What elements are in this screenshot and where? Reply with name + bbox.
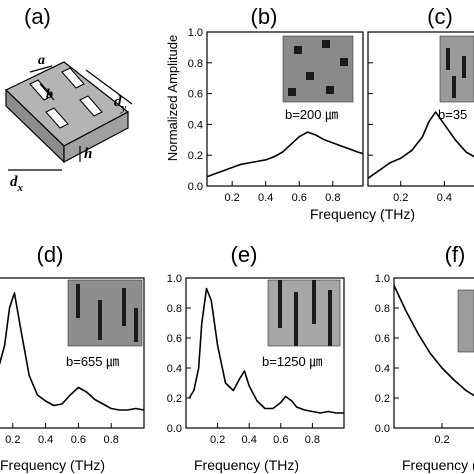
plot-frame-f bbox=[393, 277, 474, 429]
inset-e-slit bbox=[278, 280, 282, 328]
x-tick-label-b: 0.4 bbox=[258, 192, 273, 204]
inset-b-value: b=200 ㎛ bbox=[285, 107, 338, 123]
x-tick-label-d: 0.6 bbox=[71, 434, 86, 446]
y-tick-label-b: 0.4 bbox=[188, 119, 203, 131]
param-h: h bbox=[84, 146, 92, 162]
slit bbox=[61, 67, 85, 89]
inset-e-slit bbox=[312, 280, 316, 324]
inset-b-hole bbox=[288, 88, 296, 96]
inset-d-slit bbox=[98, 300, 102, 340]
param-a: a bbox=[38, 53, 45, 68]
x-tick-label-d: 0.2 bbox=[5, 434, 20, 446]
y-tick-label-f: 0.4 bbox=[375, 363, 390, 375]
inset-e-value: b=1250 ㎛ bbox=[262, 354, 322, 370]
x-axis-label-e: Frequency (THz) bbox=[194, 457, 299, 473]
slit bbox=[45, 107, 69, 129]
inset-b-hole bbox=[326, 86, 334, 94]
y-tick-label-b: 0.2 bbox=[188, 150, 203, 162]
inset-d-value: b=655 ㎛ bbox=[66, 354, 119, 370]
slit bbox=[79, 95, 103, 117]
x-tick-label-b: 0.8 bbox=[325, 192, 340, 204]
inset-d-image bbox=[67, 279, 143, 347]
y-tick-label-b: 0.0 bbox=[188, 181, 203, 193]
slit bbox=[29, 79, 53, 101]
inset-d-slit bbox=[122, 288, 126, 326]
panel-d-label: (d) bbox=[37, 242, 64, 267]
y-axis-label: Normalized Amplitude bbox=[165, 35, 180, 161]
inset-e-slit bbox=[328, 290, 332, 346]
inset-e-slit bbox=[294, 292, 298, 346]
param-dy: dy bbox=[114, 94, 127, 114]
y-tick-label-b: 1.0 bbox=[188, 27, 203, 39]
dim-dy-line bbox=[85, 69, 133, 105]
y-tick-label-f: 0.2 bbox=[375, 393, 390, 405]
inset-c: b=35 bbox=[438, 35, 474, 122]
y-tick-label-f: 1.0 bbox=[375, 273, 390, 285]
y-tick-label-e: 0.0 bbox=[167, 423, 182, 435]
inset-f-image bbox=[457, 289, 474, 353]
x-tick-label-e: 0.8 bbox=[305, 434, 320, 446]
inset-f bbox=[457, 289, 474, 353]
inset-d-slit bbox=[76, 284, 80, 318]
plot-frame-e bbox=[185, 277, 345, 429]
plot-frame-c bbox=[367, 31, 474, 187]
series-line-c bbox=[367, 111, 474, 179]
inset-c-value: b=35 bbox=[438, 107, 467, 122]
inset-c-slit bbox=[452, 76, 456, 98]
panel-a-schematic: (a) a b dy h dx bbox=[4, 4, 133, 194]
param-dx: dx bbox=[10, 174, 24, 194]
x-axis-label-d: Frequency (THz) bbox=[0, 457, 105, 473]
plot-frame-b bbox=[206, 31, 364, 187]
x-tick-label-f: 0.2 bbox=[434, 434, 449, 446]
y-tick-label-e: 0.8 bbox=[167, 303, 182, 315]
x-tick-label-d: 0.8 bbox=[104, 434, 119, 446]
x-tick-label-e: 0.4 bbox=[242, 434, 257, 446]
panel-e-label: (e) bbox=[231, 242, 258, 267]
y-tick-label-f: 0.6 bbox=[375, 333, 390, 345]
y-tick-label-b: 0.8 bbox=[188, 58, 203, 70]
inset-b-hole bbox=[340, 58, 348, 66]
panel-a-label: (a) bbox=[24, 4, 51, 29]
dim-b-line bbox=[39, 83, 55, 101]
y-tick-label-e: 1.0 bbox=[167, 273, 182, 285]
x-tick-label-c: 0.2 bbox=[393, 192, 408, 204]
series-line-d bbox=[0, 292, 145, 411]
param-b: b bbox=[46, 87, 53, 102]
y-tick-label-f: 0.0 bbox=[375, 423, 390, 435]
x-axis-label-f: Frequency (THz) bbox=[402, 457, 474, 473]
inset-c-slit bbox=[446, 48, 450, 70]
panel-f-label: (f) bbox=[445, 242, 466, 267]
y-tick-label-f: 0.8 bbox=[375, 303, 390, 315]
y-tick-label-e: 0.4 bbox=[167, 363, 182, 375]
series-line-f bbox=[393, 285, 474, 397]
inset-b-hole bbox=[294, 46, 302, 54]
inset-d: b=655 ㎛ bbox=[66, 279, 143, 370]
inset-d-slit bbox=[134, 308, 138, 342]
series-line-e bbox=[188, 287, 344, 414]
inset-c-slit bbox=[462, 56, 466, 78]
x-tick-label-b: 0.6 bbox=[292, 192, 307, 204]
inset-b: b=200 ㎛ bbox=[282, 35, 354, 123]
y-tick-label-e: 0.2 bbox=[167, 393, 182, 405]
inset-b-hole bbox=[322, 40, 330, 48]
inset-c-image bbox=[439, 35, 474, 103]
panel-c-label: (c) bbox=[427, 4, 453, 29]
panel-b-label: (b) bbox=[251, 4, 278, 29]
inset-e: b=1250 ㎛ bbox=[262, 279, 341, 370]
y-tick-label-b: 0.6 bbox=[188, 89, 203, 101]
x-tick-label-e: 0.2 bbox=[210, 434, 225, 446]
x-tick-label-b: 0.2 bbox=[225, 192, 240, 204]
charts-layer: 0.2 0.4 0.6 0.8 0.0 0.2 0.4 0.6 0.8 1.0 0.2 0.4 0.6 0… bbox=[0, 27, 474, 446]
x-tick-label-d: 0.4 bbox=[38, 434, 53, 446]
x-tick-label-e: 0.6 bbox=[273, 434, 288, 446]
y-tick-label-e: 0.6 bbox=[167, 333, 182, 345]
x-tick-label-c: 0.4 bbox=[437, 192, 452, 204]
plot-frame-d bbox=[0, 277, 145, 429]
dim-a-line bbox=[29, 65, 53, 73]
x-axis-label-top: Frequency (THz) bbox=[310, 206, 415, 222]
inset-b-hole bbox=[306, 72, 314, 80]
series-line-b bbox=[206, 131, 364, 178]
